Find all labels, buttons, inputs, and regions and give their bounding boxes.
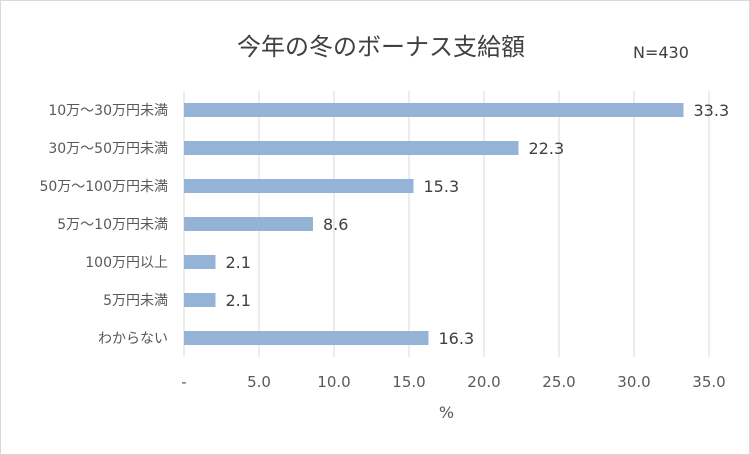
bar (184, 217, 313, 231)
x-tick-label: 35.0 (692, 373, 725, 391)
bar (184, 293, 216, 307)
category-label: わからない (98, 331, 168, 347)
chart-title: 今年の冬のボーナス支給額 (237, 33, 525, 61)
category-label: 5万～10万円未満 (57, 217, 168, 233)
bar (184, 141, 519, 155)
x-tick-label: 30.0 (617, 373, 650, 391)
value-label: 15.3 (424, 177, 460, 196)
x-tick-label: 15.0 (392, 373, 425, 391)
value-label: 16.3 (439, 329, 475, 348)
category-label: 30万～50万円未満 (48, 141, 168, 157)
x-tick-labels: - 5.0 10.0 15.0 20.0 25.0 30.0 35.0 (181, 373, 725, 391)
value-label: 2.1 (226, 291, 251, 310)
bar (184, 331, 429, 345)
x-tick-label: 5.0 (247, 373, 271, 391)
sample-size-note: N=430 (633, 43, 689, 62)
value-label: 8.6 (323, 215, 348, 234)
category-label: 100万円以上 (85, 255, 168, 271)
bar (184, 179, 414, 193)
bar (184, 255, 216, 269)
bar (184, 103, 684, 117)
value-labels: 33.3 22.3 15.3 8.6 2.1 2.1 16.3 (226, 101, 730, 348)
category-label: 10万～30万円未満 (48, 103, 168, 119)
value-label: 2.1 (226, 253, 251, 272)
category-label: 5万円未満 (103, 293, 168, 309)
category-label: 50万～100万円未満 (39, 179, 168, 195)
x-tick-label: 25.0 (542, 373, 575, 391)
x-tick-label: 20.0 (467, 373, 500, 391)
value-label: 22.3 (529, 139, 565, 158)
x-tick-label: - (181, 373, 186, 391)
bars (184, 103, 684, 345)
category-labels: 10万～30万円未満 30万～50万円未満 50万～100万円未満 5万～10万円未満… (39, 103, 168, 347)
gridlines (183, 91, 710, 357)
value-label: 33.3 (694, 101, 730, 120)
x-axis-label: % (439, 403, 454, 422)
x-tick-label: 10.0 (317, 373, 350, 391)
